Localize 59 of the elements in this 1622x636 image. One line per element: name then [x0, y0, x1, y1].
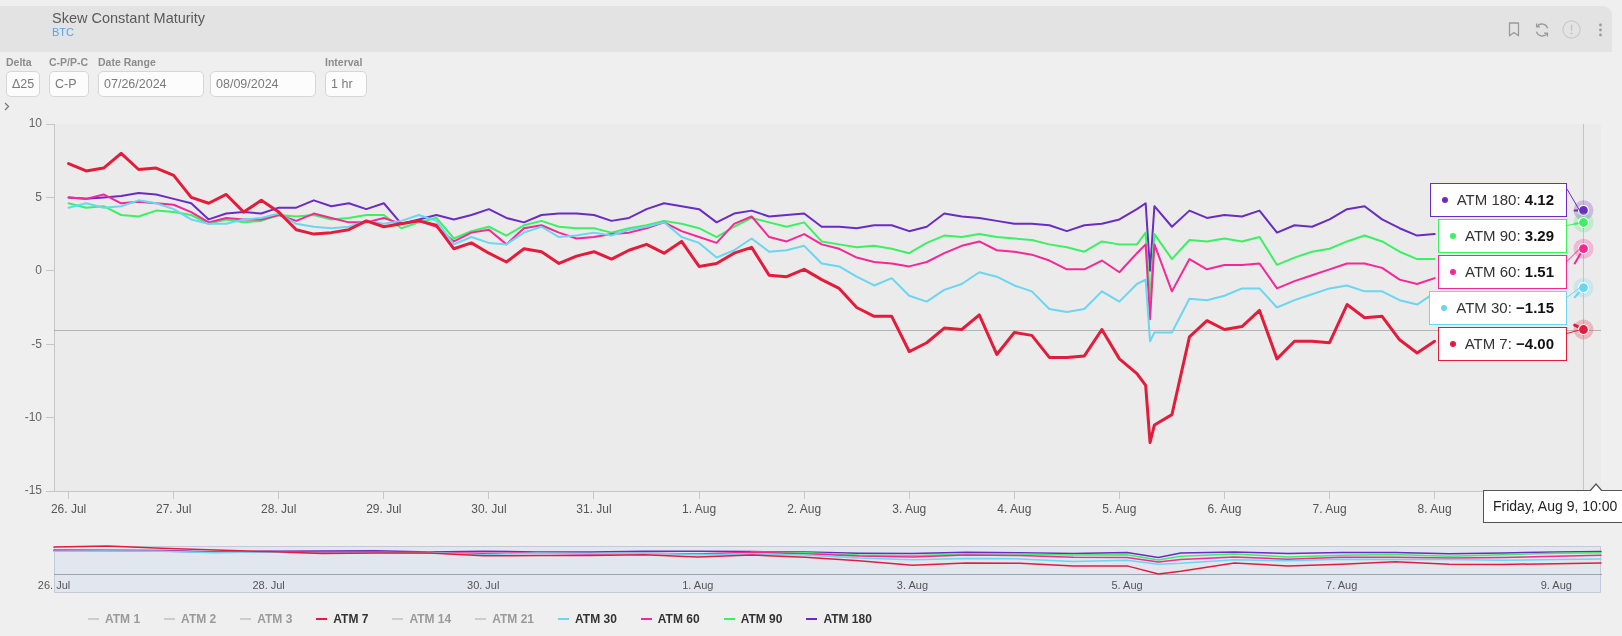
x-tick-label: 2. Aug [787, 501, 822, 516]
x-tick-label: 1. Aug [682, 501, 717, 516]
x-tick-label: 7. Aug [1312, 501, 1347, 516]
legend-label: ATM 3 [257, 612, 293, 626]
x-tick-label: 26. Jul [37, 578, 71, 591]
x-tick-label: 28. Jul [252, 578, 285, 591]
legend-label: ATM 30 [575, 612, 617, 626]
x-tick-label: 8. Aug [1417, 501, 1452, 516]
x-tick-label: 3. Aug [896, 578, 929, 591]
legend-label: ATM 14 [409, 612, 452, 626]
legend-label: ATM 180 [823, 612, 872, 626]
x-tick-label: 27. Jul [155, 501, 192, 516]
x-tick-label: 4. Aug [997, 501, 1032, 516]
legend-label: ATM 7 [333, 612, 369, 626]
text: Date Range [98, 56, 156, 68]
chart-title: Skew Constant Maturity [52, 10, 206, 26]
legend-label: ATM 1 [105, 612, 141, 626]
legend-label: ATM 90 [740, 612, 783, 626]
x-tick-label: 30. Jul [467, 578, 500, 591]
input-field: Δ25 [6, 71, 41, 97]
x-tick-label: 5. Aug [1102, 501, 1137, 516]
y-tick-label: 10 [28, 116, 43, 131]
annotation: ATM 180: 4.12 [1456, 191, 1554, 208]
tooltip: ATM 60: 1.51 [1438, 255, 1567, 289]
x-tick-label: 26. Jul [50, 501, 87, 516]
y-tick-label: 0 [35, 263, 43, 278]
y-tick-label: -10 [24, 409, 43, 424]
annotation: ATM 7: −4.00 [1464, 335, 1554, 352]
y-tick-label: -15 [24, 483, 43, 498]
annotation: ATM 30: −1.15 [1456, 299, 1554, 316]
text: Interval [325, 56, 363, 68]
text: Delta [6, 56, 32, 68]
x-tick-label: 7. Aug [1326, 578, 1358, 591]
input-field: 1 hr [325, 71, 367, 97]
annotation: ATM 60: 1.51 [1465, 263, 1554, 280]
y-tick-label: 5 [35, 189, 43, 204]
legend-label: ATM 2 [181, 612, 217, 626]
x-tick-label: 29. Jul [366, 501, 402, 516]
x-tick-label: 3. Aug [892, 501, 927, 516]
x-tick-label: 28. Jul [261, 501, 297, 516]
chart-subtitle: BTC [52, 26, 74, 39]
tooltip: ATM 7: −4.00 [1437, 327, 1567, 361]
tooltip: ATM 180: 4.12 [1429, 183, 1567, 217]
tooltip: ATM 90: 3.29 [1438, 219, 1567, 253]
text: C-P/P-C [49, 56, 89, 68]
y-tick-label: -5 [31, 336, 43, 351]
input-field: 08/09/2024 [210, 71, 316, 97]
legend-label: ATM 60 [657, 612, 700, 626]
legend-label: ATM 21 [492, 612, 535, 626]
input-field: 07/26/2024 [98, 71, 204, 97]
x-tick-label: 5. Aug [1111, 578, 1143, 591]
x-tick-label: 6. Aug [1207, 501, 1242, 516]
input-field: C-P [49, 71, 89, 97]
x-tick-label: 30. Jul [471, 501, 507, 516]
x-tick-label: 31. Jul [576, 501, 612, 516]
annotation: ATM 90: 3.29 [1465, 227, 1554, 244]
tooltip: ATM 30: −1.15 [1429, 291, 1567, 325]
x-tick-label: 9. Aug [1540, 578, 1572, 591]
x-tick-label: 1. Aug [682, 578, 714, 591]
